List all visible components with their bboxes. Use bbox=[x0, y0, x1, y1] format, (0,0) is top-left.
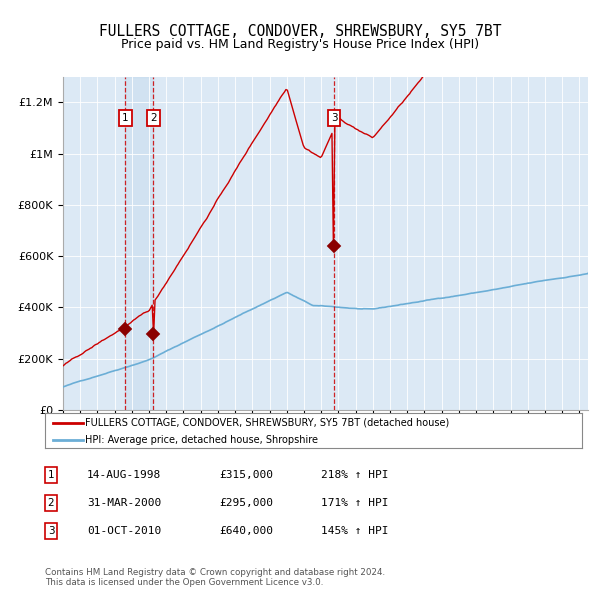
Text: 1: 1 bbox=[122, 113, 128, 123]
Text: Price paid vs. HM Land Registry's House Price Index (HPI): Price paid vs. HM Land Registry's House … bbox=[121, 38, 479, 51]
Text: Contains HM Land Registry data © Crown copyright and database right 2024.
This d: Contains HM Land Registry data © Crown c… bbox=[45, 568, 385, 587]
Text: 01-OCT-2010: 01-OCT-2010 bbox=[87, 526, 161, 536]
Text: 218% ↑ HPI: 218% ↑ HPI bbox=[321, 470, 389, 480]
Text: HPI: Average price, detached house, Shropshire: HPI: Average price, detached house, Shro… bbox=[85, 435, 318, 444]
Text: £315,000: £315,000 bbox=[219, 470, 273, 480]
Text: FULLERS COTTAGE, CONDOVER, SHREWSBURY, SY5 7BT (detached house): FULLERS COTTAGE, CONDOVER, SHREWSBURY, S… bbox=[85, 418, 449, 428]
Text: 3: 3 bbox=[331, 113, 337, 123]
Text: 2: 2 bbox=[47, 498, 55, 507]
Text: FULLERS COTTAGE, CONDOVER, SHREWSBURY, SY5 7BT: FULLERS COTTAGE, CONDOVER, SHREWSBURY, S… bbox=[99, 24, 501, 38]
Bar bbox=[125, 77, 154, 410]
Text: 3: 3 bbox=[47, 526, 55, 536]
Text: 1: 1 bbox=[47, 470, 55, 480]
Text: 31-MAR-2000: 31-MAR-2000 bbox=[87, 498, 161, 507]
Text: 14-AUG-1998: 14-AUG-1998 bbox=[87, 470, 161, 480]
Text: 171% ↑ HPI: 171% ↑ HPI bbox=[321, 498, 389, 507]
Text: £640,000: £640,000 bbox=[219, 526, 273, 536]
Text: 2: 2 bbox=[150, 113, 157, 123]
Text: 145% ↑ HPI: 145% ↑ HPI bbox=[321, 526, 389, 536]
Text: £295,000: £295,000 bbox=[219, 498, 273, 507]
